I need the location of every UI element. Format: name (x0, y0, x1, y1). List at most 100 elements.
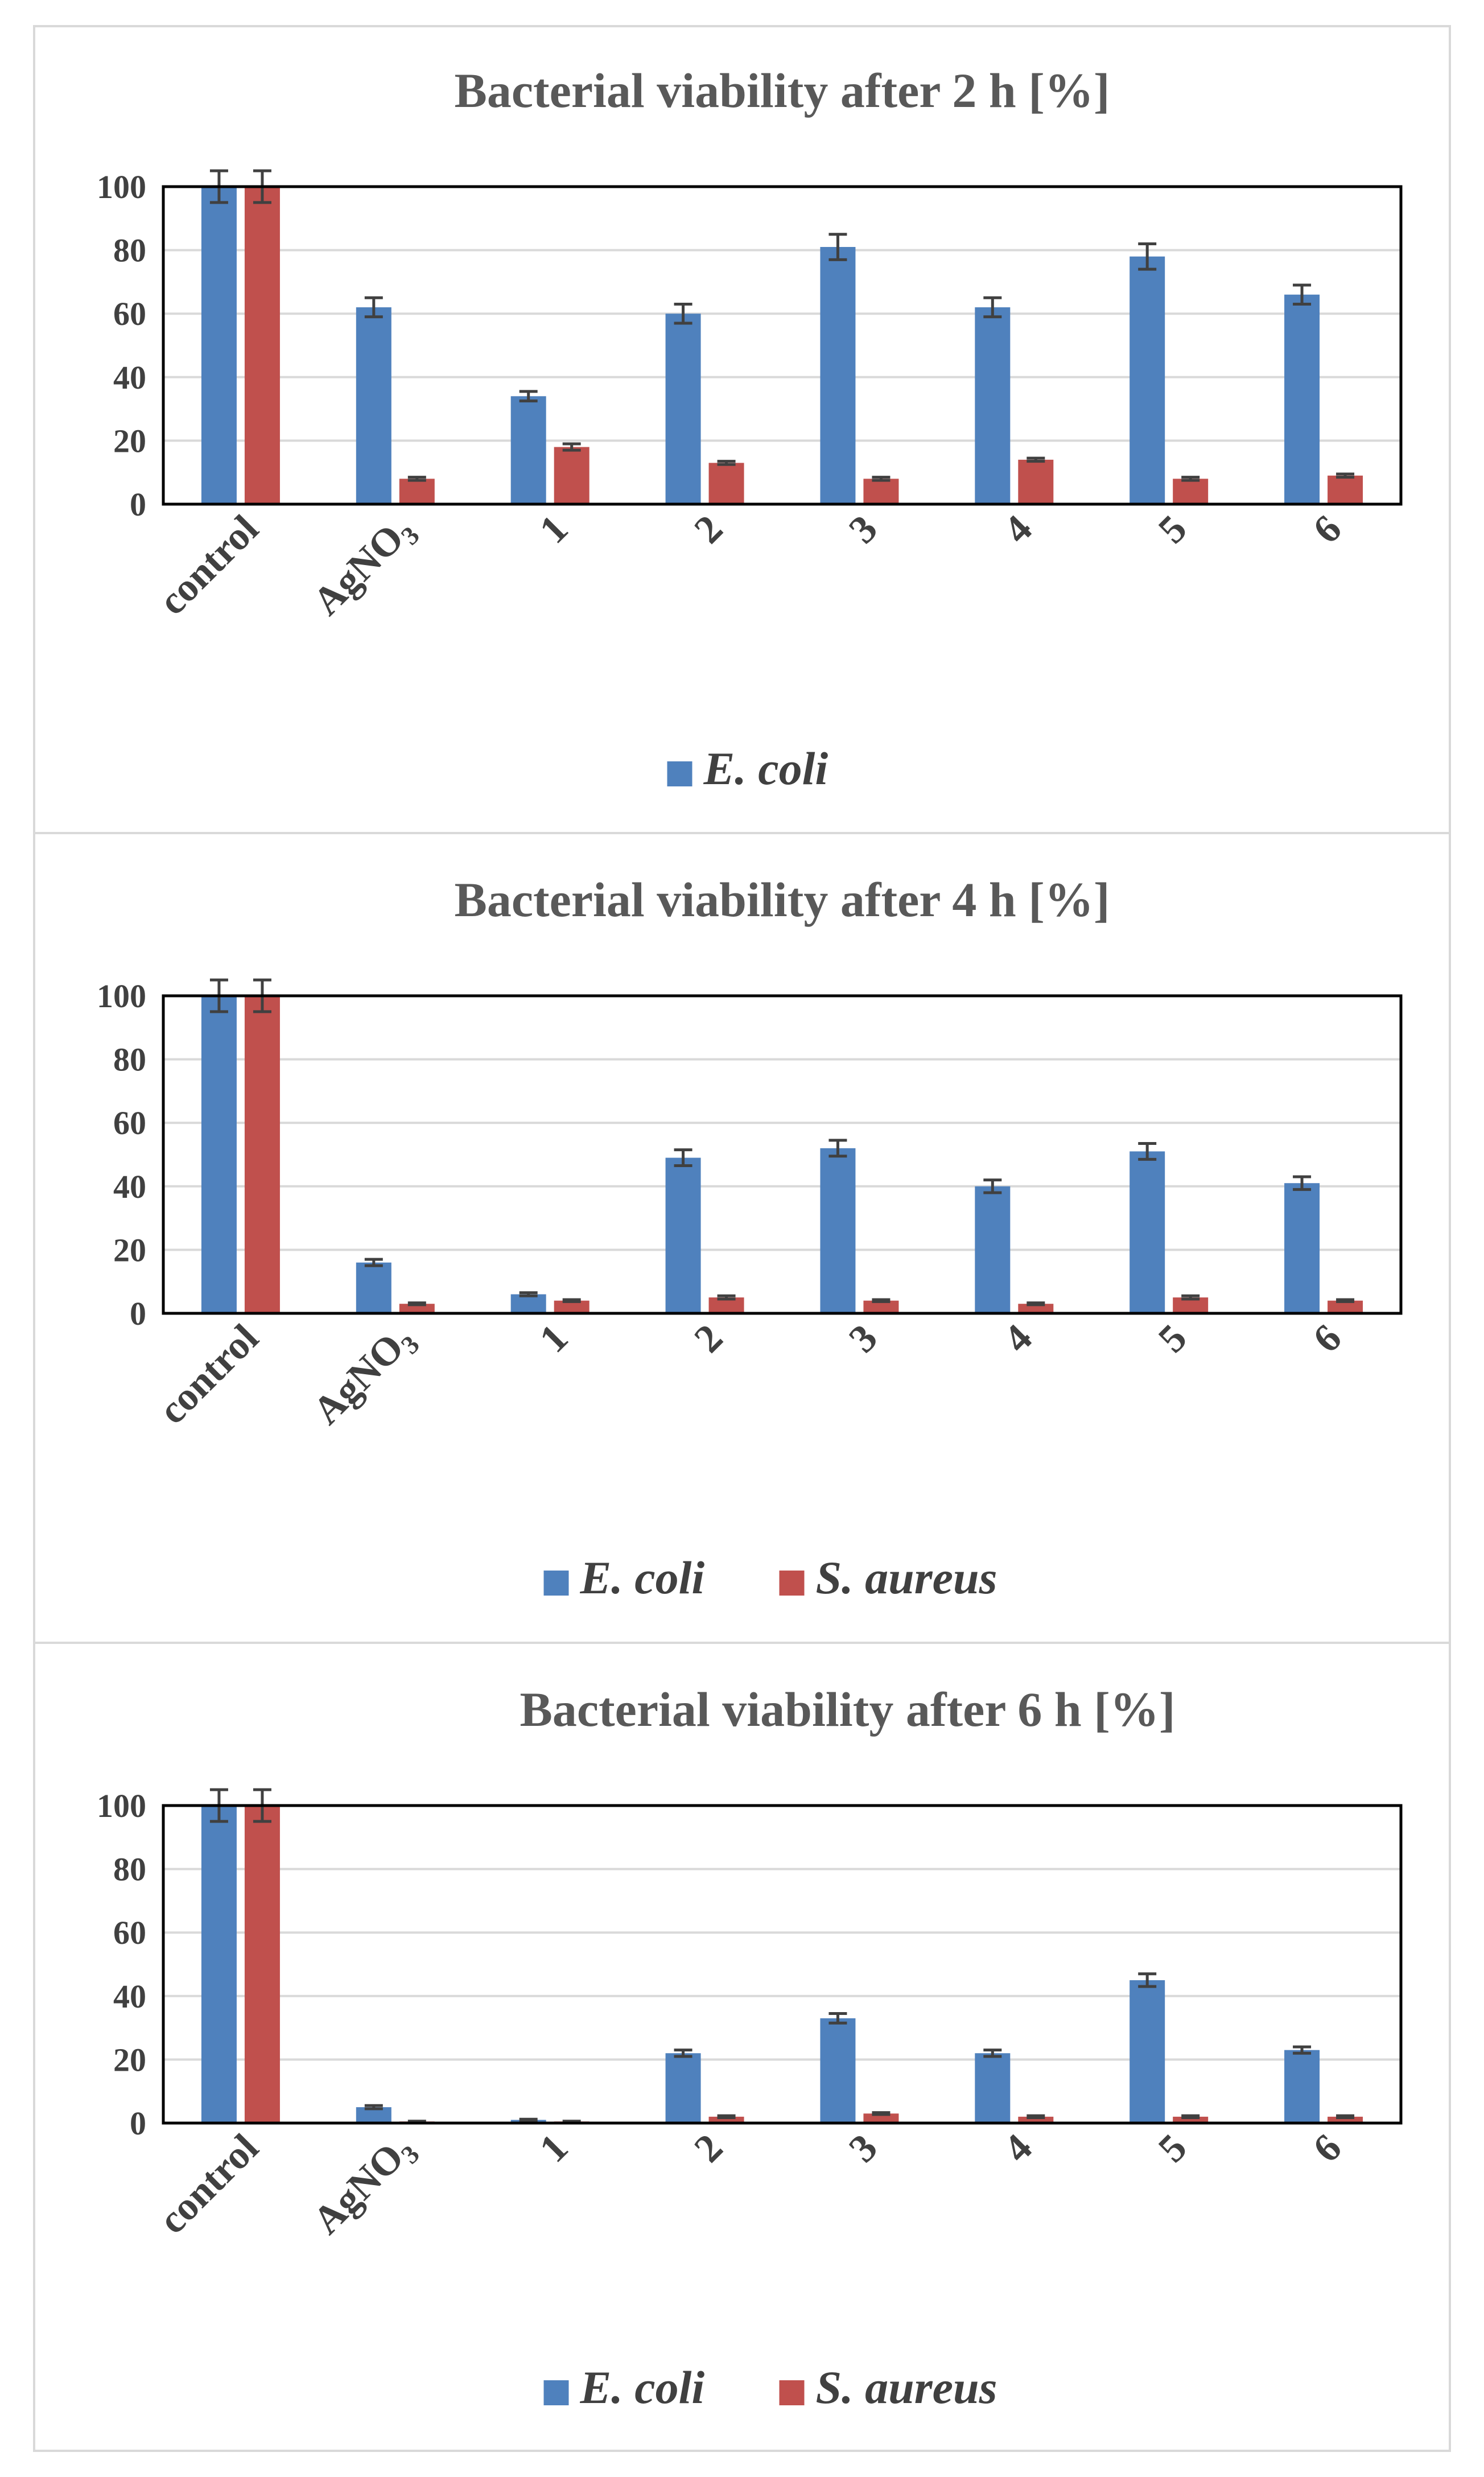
error-bar-saureus (872, 476, 891, 482)
bar-saureus (1018, 459, 1054, 504)
y-tick-label: 40 (113, 1978, 146, 2015)
plot-area-border (162, 994, 1403, 1315)
legend-swatch-ecoli (543, 1571, 569, 1596)
bar-saureus (554, 1300, 590, 1313)
error-bar-ecoli (674, 302, 692, 325)
x-tick-text: 6 (1305, 1316, 1350, 1361)
y-tick-label: 60 (113, 1914, 146, 1951)
y-tick-label: 60 (113, 1104, 146, 1141)
bar-saureus (1173, 479, 1209, 504)
x-tick-label: 2 (686, 1316, 731, 1361)
y-tick-label: 20 (113, 2041, 146, 2078)
error-bar-ecoli (1293, 283, 1312, 306)
x-tick-text: control (150, 507, 267, 624)
x-tick-label: 3 (841, 507, 886, 552)
bar-ecoli (975, 1186, 1011, 1313)
x-tick-text: 6 (1305, 2126, 1350, 2171)
y-tick-label: 100 (97, 978, 146, 1015)
bar-ecoli (201, 996, 237, 1313)
bar-saureus (1173, 2116, 1209, 2123)
error-bar-saureus (1027, 2114, 1045, 2120)
error-bar-ecoli (364, 2104, 383, 2111)
error-bar-saureus (407, 476, 426, 482)
error-bar-saureus (562, 1298, 581, 1303)
bar-ecoli (665, 2053, 701, 2123)
error-bar-ecoli (519, 390, 538, 403)
error-bar-ecoli (364, 296, 383, 319)
error-bar-ecoli (519, 1291, 538, 1297)
x-tick-text: 4 (995, 507, 1040, 552)
error-bar-saureus (717, 2114, 736, 2120)
bar-saureus (863, 1300, 899, 1313)
x-tick-text: 3 (841, 2126, 886, 2171)
bar-ecoli (201, 1806, 237, 2123)
bar-ecoli (1130, 1980, 1165, 2123)
y-tick-label: 80 (113, 232, 146, 269)
bar-saureus (399, 479, 435, 504)
error-bar-ecoli (519, 2117, 538, 2122)
legend-label-saureus: S. aureus (816, 2361, 997, 2413)
legend-label-ecoli: E. coli (580, 1552, 705, 1604)
error-bar-ecoli (983, 2049, 1002, 2058)
legend-label-ecoli: E. coli (703, 743, 828, 794)
bar-saureus (863, 479, 899, 504)
x-tick-label: 3 (841, 1316, 886, 1361)
x-tick-label: 1 (531, 2126, 576, 2171)
bar-ecoli (820, 2018, 856, 2123)
panel-divider (33, 832, 1451, 834)
error-bar-saureus (1181, 2114, 1200, 2120)
plot-area-border (162, 1804, 1403, 2125)
x-tick-text: 1 (531, 1316, 576, 1361)
bar-saureus (1018, 2116, 1054, 2123)
x-tick-label: 5 (1150, 2126, 1195, 2171)
x-tick-label: 5 (1150, 1316, 1195, 1361)
x-tick-label: 1 (531, 1316, 576, 1361)
error-bar-ecoli (1138, 1972, 1157, 1988)
x-tick-text: 5 (1150, 507, 1195, 552)
error-bar-saureus (1027, 456, 1045, 463)
error-bar-saureus (1027, 1301, 1045, 1306)
bar-ecoli (1130, 256, 1165, 504)
error-bar-ecoli (1293, 2045, 1312, 2055)
error-bar-ecoli (828, 2012, 847, 2025)
bar-saureus (863, 2113, 899, 2123)
x-tick-label: AgNO3 (305, 507, 425, 627)
error-bar-saureus (407, 1301, 426, 1306)
x-tick-label: 4 (995, 1316, 1040, 1361)
x-tick-text: AgNO (305, 516, 413, 624)
x-tick-label: 4 (995, 507, 1040, 552)
x-tick-label: control (150, 2126, 267, 2243)
y-tick-label: 0 (130, 486, 146, 523)
bar-ecoli (820, 1148, 856, 1313)
x-tick-label: 1 (531, 507, 576, 552)
y-tick-label: 0 (130, 2105, 146, 2142)
figure-frame (33, 25, 1451, 2452)
chart-6h: Bacterial viability after 6 h [%] 0 20 40 60… (97, 1682, 1403, 2413)
bar-saureus (1328, 475, 1363, 504)
bar-saureus (244, 1806, 280, 2123)
x-tick-text: AgNO (305, 2135, 413, 2243)
y-tick-label: 0 (130, 1295, 146, 1332)
x-tick-label: 4 (995, 2126, 1040, 2171)
legend-swatch-saureus (779, 2380, 805, 2405)
bar-saureus (1018, 1304, 1054, 1313)
x-tick-label: 5 (1150, 507, 1195, 552)
x-tick-label: 3 (841, 2126, 886, 2171)
legend-label-saureus: S. aureus (816, 1552, 997, 1604)
error-bar-saureus (1181, 476, 1200, 482)
x-tick-label: 6 (1305, 1316, 1350, 1361)
error-bar-ecoli (1293, 1175, 1312, 1191)
y-tick-label: 40 (113, 1168, 146, 1205)
y-tick-label: 80 (113, 1041, 146, 1078)
error-bar-ecoli (674, 1148, 692, 1168)
y-tick-label: 60 (113, 295, 146, 332)
x-tick-text: 5 (1150, 1316, 1195, 1361)
y-tick-label: 80 (113, 1851, 146, 1888)
y-tick-label: 100 (97, 1787, 146, 1824)
error-bar-saureus (872, 1298, 891, 1303)
bar-ecoli (665, 1157, 701, 1313)
bar-saureus (708, 463, 744, 504)
bar-saureus (244, 996, 280, 1313)
x-tick-text: AgNO (305, 1325, 413, 1433)
bar-saureus (1328, 1300, 1363, 1313)
